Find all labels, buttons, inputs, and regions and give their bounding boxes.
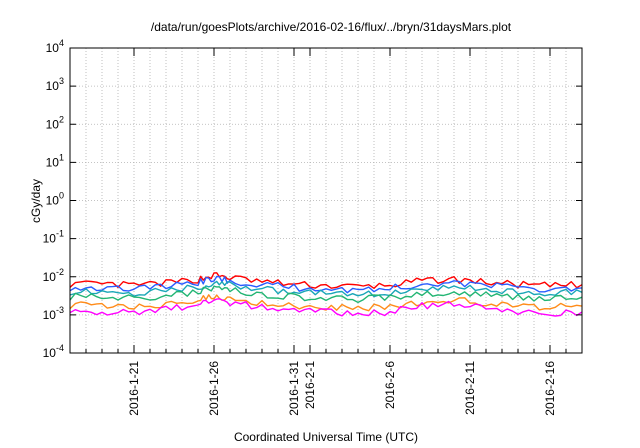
chart-title: /data/run/goesPlots/archive/2016-02-16/f…	[151, 20, 512, 34]
x-tick-label: 2016-2-1	[303, 361, 317, 409]
series-line-6	[69, 298, 583, 317]
y-tick-label: 101	[46, 152, 64, 169]
series-group	[69, 272, 583, 317]
series-line-1	[69, 272, 583, 289]
y-tick-label: 10-3	[43, 305, 64, 322]
x-tick-label: 2016-1-26	[207, 361, 221, 416]
series-line-2	[69, 275, 583, 294]
x-tick-label: 2016-1-31	[287, 361, 301, 416]
x-tick-label: 2016-2-6	[383, 361, 397, 409]
x-tick-label: 2016-2-16	[543, 361, 557, 416]
x-tick-label: 2016-2-11	[463, 361, 477, 415]
x-axis-label: Coordinated Universal Time (UTC)	[234, 430, 418, 444]
y-tick-label: 10-1	[43, 229, 64, 246]
y-tick-label: 103	[46, 76, 64, 93]
y-axis-label: cGy/day	[29, 179, 43, 223]
grid	[70, 48, 582, 353]
y-tick-label: 100	[46, 191, 64, 208]
y-tick-label: 104	[46, 38, 64, 55]
y-axis: 10-4 10-3 10-2 10-1 100 101 102 103 104	[43, 38, 582, 360]
y-tick-label: 10-2	[43, 267, 64, 284]
series-line-4	[69, 285, 583, 304]
series-line-3	[69, 280, 583, 298]
y-tick-label: 10-4	[43, 343, 64, 360]
y-tick-label: 102	[46, 114, 64, 131]
x-tick-label: 2016-1-21	[127, 361, 141, 416]
x-axis: 2016-1-21 2016-1-26 2016-1-31 2016-2-1 2016-…	[85, 48, 567, 416]
